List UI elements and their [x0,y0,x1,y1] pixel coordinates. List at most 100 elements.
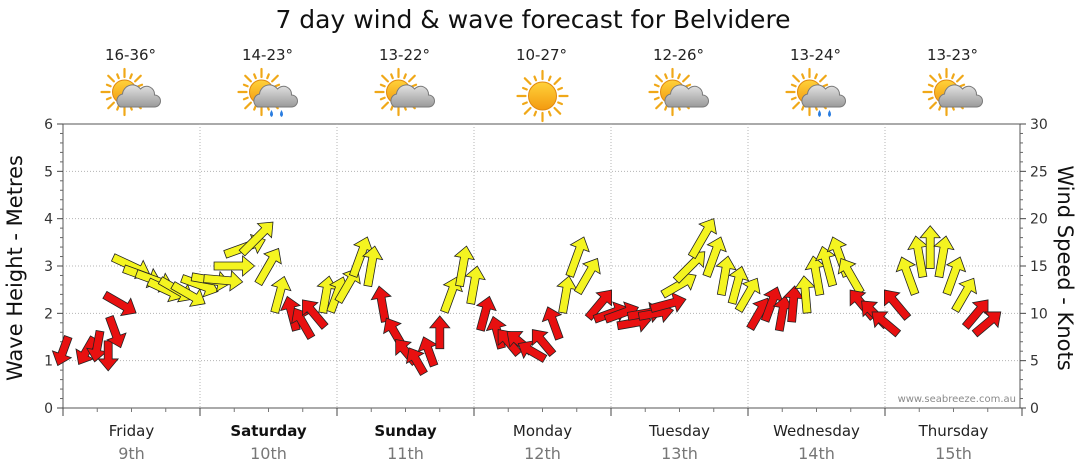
sun-ray [403,73,407,80]
wind-arrow [942,256,967,296]
left-tick-label: 3 [44,259,53,275]
day-name-label: Monday [513,422,572,440]
sun-ray [411,83,418,88]
wind-arrow [302,299,329,330]
wind-arrow [951,277,977,314]
day-temperature: 14-23° [242,46,293,64]
wind-arrow [334,267,361,305]
sun-ray [107,74,115,83]
sun-ray [655,101,663,110]
right-axis: 0 5 10 15 20 25 30 [1020,117,1048,417]
sun-ray [956,74,964,83]
day-date-label: 9th [118,444,145,463]
sun-cloud-icon [374,67,435,117]
sun-ray [929,101,937,110]
day-temperature: 13-23° [927,46,978,64]
wind-arrow [565,236,590,278]
sun-ray [244,74,252,83]
rain-drop [270,110,273,117]
sun-ray [379,96,386,101]
sun-ray [653,83,660,88]
wind-arrow [814,245,838,288]
right-tick-label: 15 [1030,259,1048,275]
day-temperature: 13-22° [379,46,430,64]
wind-arrows [51,218,1002,377]
right-tick-label: 10 [1030,306,1048,322]
sun-ray [533,110,538,117]
sun-ray [682,74,690,83]
day-date-label: 12th [524,444,561,463]
sun-ray [244,101,252,110]
left-tick-label: 5 [44,164,53,180]
wind-arrow [895,256,920,296]
wind-arrow [584,289,613,321]
wind-arrow [254,247,282,287]
sun-ray [523,77,532,86]
sun-ray [790,96,797,101]
left-tick-label: 1 [44,354,53,370]
sun-disc [528,81,557,111]
sun-ray [951,73,955,80]
sun-ray [929,74,937,83]
sun-ray [655,74,663,83]
day-name-label: Tuesday [648,422,710,440]
day-name-label: Wednesday [773,422,860,440]
chart-title: 7 day wind & wave forecast for Belvidere [275,5,790,34]
right-axis-label: Wind Speed - Knots [1053,165,1077,370]
wind-arrow [715,255,737,297]
sun-ray [533,75,538,82]
wind-arrow [464,265,486,305]
wind-arrow [794,275,816,314]
sun-ray [521,86,528,91]
sun-ray [271,74,279,83]
sun-cloud-icon [922,67,983,117]
sun-ray [266,73,270,80]
wind-arrow [213,255,256,277]
day-temperature: 13-24° [790,46,841,64]
sun-ray [553,77,562,86]
sun-ray [664,104,668,111]
sun-icon [516,69,569,123]
day-name-label: Saturday [230,422,307,440]
day-date-label: 15th [935,444,972,463]
day-name-label: Friday [109,422,155,440]
sun-cloud-icon [648,67,709,117]
left-axis-label: Wave Height - Metres [3,155,27,381]
sun-ray [105,83,112,88]
cloud-shape [664,84,709,108]
day-date-label: 11th [387,444,424,463]
sun-ray [553,106,562,115]
wind-arrow [727,265,750,305]
sun-ray [523,106,532,115]
day-temperature: 12-26° [653,46,704,64]
right-tick-label: 20 [1030,212,1048,228]
wind-arrow [203,269,244,292]
sun-ray [677,73,681,80]
sun-ray [408,74,416,83]
wind-arrow [541,306,564,341]
wind-arrow [238,221,274,257]
day-name-label: Thursday [918,422,989,440]
day-date-label: 10th [250,444,287,463]
right-tick-label: 5 [1030,354,1039,370]
sun-ray [557,86,564,91]
wind-arrow [933,235,955,279]
sun-ray [790,83,797,88]
wind-arrow [361,245,384,288]
sun-cloud-rain-icon [237,67,298,117]
sun-ray [390,73,394,80]
sun-ray [927,96,934,101]
sun-ray [274,83,281,88]
wind-arrow [871,311,902,338]
sun-ray [253,73,257,80]
sun-ray [801,104,805,111]
sun-ray [242,83,249,88]
wind-arrow [51,334,73,367]
sun-ray [253,104,257,111]
sun-ray [819,74,827,83]
wind-arrow [105,315,127,349]
right-tick-label: 30 [1030,117,1048,133]
wind-arrow [883,289,912,321]
wind-arrow [270,275,292,314]
